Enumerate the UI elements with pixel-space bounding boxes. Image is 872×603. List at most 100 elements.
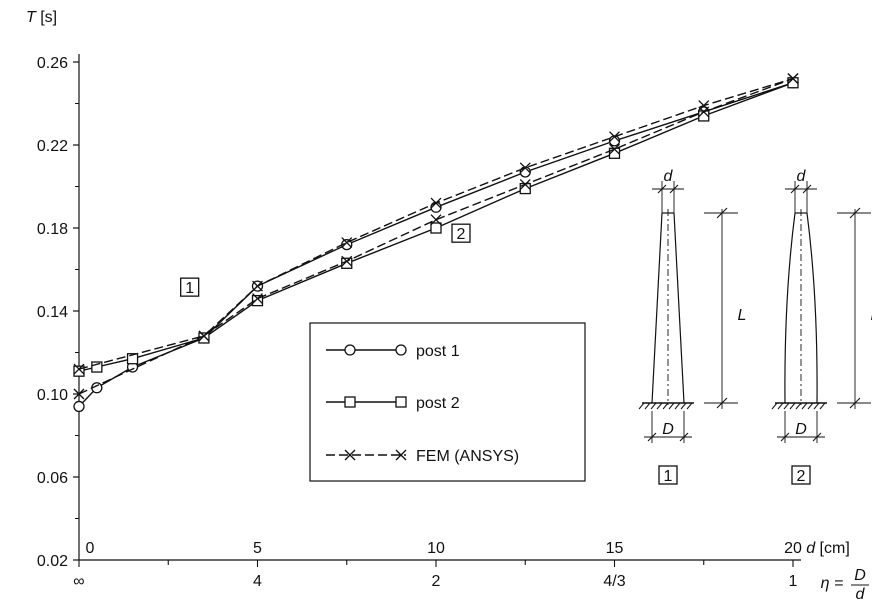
y-tick-label: 0.14 xyxy=(37,304,68,321)
eta-tick-label: ∞ xyxy=(73,573,84,590)
ground-hatch xyxy=(789,402,796,410)
data-point xyxy=(430,197,442,209)
ground-hatch xyxy=(801,402,808,410)
dim-label-L: L xyxy=(738,307,747,324)
ground-hatch xyxy=(650,402,657,410)
data-point xyxy=(609,143,620,155)
data-point xyxy=(430,222,442,234)
eta-numerator: D xyxy=(854,567,866,584)
dim-tick xyxy=(802,184,812,194)
dim-label-L: L xyxy=(871,307,872,324)
caption-label: 1 xyxy=(664,468,673,485)
dim-label-D: D xyxy=(795,421,807,438)
x-marker-stroke xyxy=(698,106,710,118)
eta-tick-label: 4/3 xyxy=(603,573,625,590)
y-axis-label: T [s] xyxy=(26,9,57,26)
data-point xyxy=(73,365,85,377)
axes xyxy=(73,54,801,567)
ground-hatch xyxy=(777,402,784,410)
ground-hatch xyxy=(807,402,814,410)
eta-tick-label: 1 xyxy=(789,573,798,590)
legend-label: post 2 xyxy=(416,395,460,412)
dim-tick xyxy=(790,184,800,194)
data-point xyxy=(430,214,442,226)
data-point xyxy=(252,280,263,292)
data-point xyxy=(609,131,620,143)
ground-hatch xyxy=(656,402,663,410)
ground-hatch xyxy=(638,402,645,410)
legend-marker xyxy=(344,344,356,356)
x-tick-label: 10 xyxy=(427,540,445,557)
y-tick-label: 0.18 xyxy=(37,221,68,238)
ground-hatch xyxy=(783,402,790,410)
x-marker-stroke xyxy=(395,449,407,461)
data-point xyxy=(341,237,353,248)
dim-tick xyxy=(849,207,861,219)
dim-label-d: d xyxy=(664,168,674,185)
post-edge-right xyxy=(673,212,685,404)
dim-tick xyxy=(849,397,861,409)
x-tick-label: 20 xyxy=(784,540,802,557)
data-point xyxy=(519,162,531,174)
post-edge-left xyxy=(784,212,796,404)
dim-tick xyxy=(657,184,667,194)
ground-hatch xyxy=(644,402,651,410)
x-marker-stroke xyxy=(252,280,263,292)
x-marker-stroke xyxy=(73,388,85,400)
legend-label: FEM (ANSYS) xyxy=(416,448,519,465)
legend: post 1 post 2 FEM (ANSYS) xyxy=(309,322,586,482)
ground-hatch xyxy=(662,402,669,410)
data-point xyxy=(91,361,103,373)
dim-tick xyxy=(716,207,728,219)
data-point xyxy=(519,178,531,190)
data-point xyxy=(252,293,263,305)
x-marker-stroke xyxy=(609,143,620,155)
x-marker-stroke xyxy=(198,330,210,342)
caption-label: 2 xyxy=(797,468,806,485)
annotation-label: 1 xyxy=(185,280,194,297)
legend-marker xyxy=(344,396,356,408)
x-tick-label: 5 xyxy=(253,540,262,557)
caption-box xyxy=(658,465,678,485)
data-point xyxy=(698,106,710,118)
series-layer xyxy=(73,73,799,413)
x-marker-stroke xyxy=(609,131,620,143)
data-point xyxy=(73,363,85,375)
legend-marker xyxy=(344,449,356,461)
annotation-label: 2 xyxy=(457,226,466,243)
x-marker-stroke xyxy=(341,237,353,248)
dim-tick xyxy=(679,432,689,442)
x-marker-stroke xyxy=(252,293,263,305)
data-point xyxy=(198,330,210,342)
x-marker-stroke xyxy=(519,178,531,190)
x-marker-stroke xyxy=(519,162,531,174)
legend-label: post 1 xyxy=(416,343,460,360)
post-diagram-1: d D L 1 xyxy=(638,168,747,485)
eta-denominator: d xyxy=(856,586,866,603)
dim-tick xyxy=(647,432,657,442)
ground-hatch xyxy=(771,402,778,410)
dim-tick xyxy=(716,397,728,409)
dim-label-D: D xyxy=(662,421,674,438)
x-marker-stroke xyxy=(344,449,356,461)
eta-label: η = xyxy=(821,575,844,592)
post-edge-right xyxy=(806,212,818,404)
data-point xyxy=(126,353,139,365)
ground-hatch xyxy=(674,402,681,410)
caption-box xyxy=(791,465,811,485)
ground-hatch xyxy=(819,402,826,410)
x-marker-stroke xyxy=(341,255,353,267)
post-diagrams: d D L 1 d D L 2 xyxy=(638,168,872,485)
series-line-fem-2 xyxy=(78,77,794,370)
post-edge-left xyxy=(651,212,663,404)
y-tick-label: 0.26 xyxy=(37,55,68,72)
annotation-box xyxy=(451,223,471,243)
x-marker-stroke xyxy=(73,363,85,375)
data-point xyxy=(73,388,85,400)
x-tick-label: 0 xyxy=(86,540,95,557)
ground-hatch xyxy=(795,402,802,410)
data-point xyxy=(787,73,799,85)
data-point xyxy=(341,257,353,269)
ground-hatch xyxy=(668,402,675,410)
